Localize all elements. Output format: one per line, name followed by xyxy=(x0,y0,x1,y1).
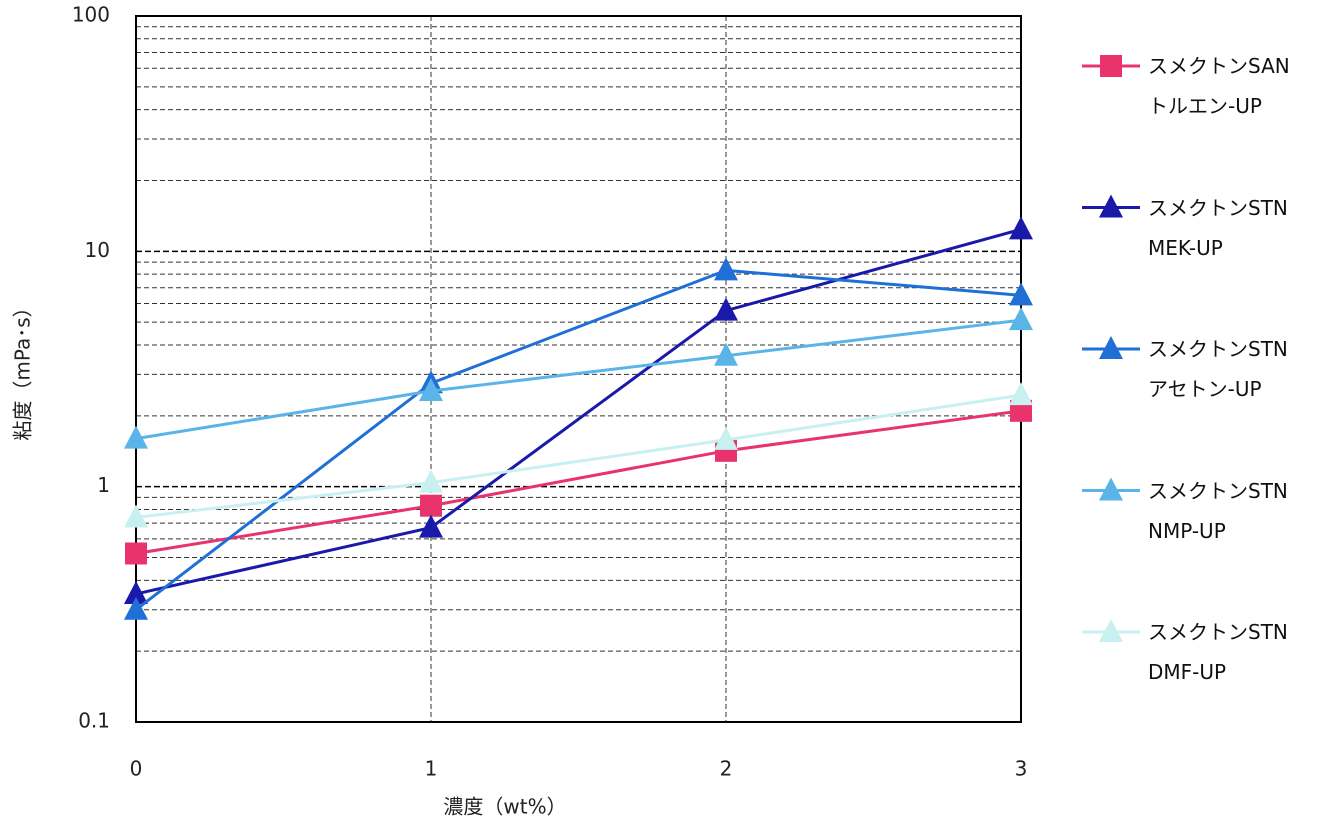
legend-entry: スメクトンSAN トルエン-UP xyxy=(1148,54,1290,118)
series-line xyxy=(135,268,1022,611)
marker xyxy=(1009,282,1033,306)
legend-marker xyxy=(1099,477,1123,501)
x-tick-label: 0 xyxy=(130,757,143,781)
marker xyxy=(124,596,148,620)
marker xyxy=(124,425,148,449)
marker xyxy=(1009,382,1033,406)
series-line xyxy=(135,318,1022,441)
x-axis-label: 濃度（wt%） xyxy=(443,795,566,819)
series-line xyxy=(135,227,1022,596)
marker xyxy=(1009,216,1033,240)
marker xyxy=(714,426,738,450)
x-tick-label: 1 xyxy=(425,757,438,781)
y-axis-label: 粘度（mPa･s） xyxy=(11,297,35,440)
legend-entry: スメクトンSTN アセトン-UP xyxy=(1148,337,1288,401)
y-tick-label: 100 xyxy=(72,3,110,27)
marker xyxy=(714,297,738,321)
legend-marker xyxy=(1099,194,1123,218)
marker xyxy=(714,257,738,281)
marker xyxy=(124,580,148,604)
legend-marker xyxy=(1100,55,1122,77)
marker xyxy=(124,504,148,528)
y-tick-label: 10 xyxy=(85,238,110,262)
plot-frame xyxy=(135,15,1022,723)
marker xyxy=(1009,307,1033,331)
legend-entry: スメクトンSTN NMP-UP xyxy=(1148,478,1288,543)
marker xyxy=(420,494,442,517)
marker xyxy=(714,342,738,366)
x-tick-label: 3 xyxy=(1015,757,1028,781)
legend-entry: スメクトンSTN DMF-UP xyxy=(1148,620,1288,684)
legend-entry: スメクトンSTN MEK-UP xyxy=(1148,195,1288,260)
marker xyxy=(1010,399,1032,422)
series-line xyxy=(135,393,1022,519)
marker xyxy=(419,514,443,538)
series-line xyxy=(135,409,1022,555)
legend-marker xyxy=(1099,619,1123,642)
marker xyxy=(419,377,443,401)
y-tick-label: 0.1 xyxy=(78,709,110,733)
x-tick-label: 2 xyxy=(720,757,733,781)
y-tick-label: 1 xyxy=(97,473,110,497)
marker xyxy=(419,469,443,493)
legend-marker xyxy=(1099,336,1123,359)
marker xyxy=(125,542,147,565)
